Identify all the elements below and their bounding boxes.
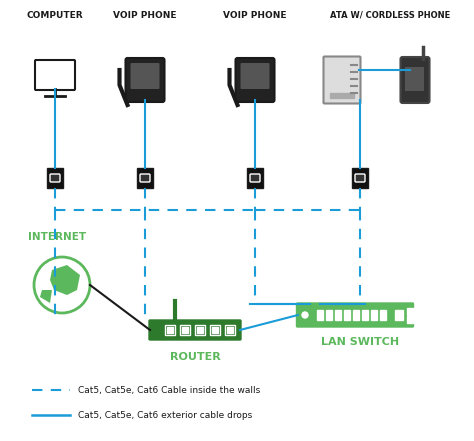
Bar xyxy=(182,327,188,333)
Bar xyxy=(344,310,350,320)
FancyBboxPatch shape xyxy=(401,57,429,103)
Bar xyxy=(335,310,341,320)
Bar xyxy=(317,310,323,320)
Bar xyxy=(395,310,403,320)
Bar xyxy=(167,327,173,333)
FancyBboxPatch shape xyxy=(240,63,270,89)
FancyBboxPatch shape xyxy=(297,303,413,327)
Text: ROUTER: ROUTER xyxy=(170,352,220,362)
FancyBboxPatch shape xyxy=(355,174,365,182)
Bar xyxy=(330,93,354,97)
FancyBboxPatch shape xyxy=(140,174,150,182)
Text: LAN SWITCH: LAN SWITCH xyxy=(321,337,399,347)
Polygon shape xyxy=(50,265,80,295)
FancyBboxPatch shape xyxy=(323,56,361,104)
Text: VOIP PHONE: VOIP PHONE xyxy=(223,11,287,20)
Text: ATA W/ CORDLESS PHONE: ATA W/ CORDLESS PHONE xyxy=(330,11,450,20)
Polygon shape xyxy=(40,290,52,303)
FancyBboxPatch shape xyxy=(210,325,220,335)
Bar xyxy=(197,327,203,333)
Text: VOIP PHONE: VOIP PHONE xyxy=(113,11,177,20)
Circle shape xyxy=(302,312,308,318)
FancyBboxPatch shape xyxy=(165,325,175,335)
FancyBboxPatch shape xyxy=(352,168,368,188)
Bar xyxy=(212,327,218,333)
Text: Cat5, Cat5e, Cat6 Cable inside the walls: Cat5, Cat5e, Cat6 Cable inside the walls xyxy=(78,386,260,396)
FancyBboxPatch shape xyxy=(236,58,274,102)
FancyBboxPatch shape xyxy=(225,325,235,335)
Bar xyxy=(362,310,368,320)
FancyBboxPatch shape xyxy=(50,174,60,182)
Bar xyxy=(371,310,377,320)
Text: Cat5, Cat5e, Cat6 exterior cable drops: Cat5, Cat5e, Cat6 exterior cable drops xyxy=(78,411,252,421)
Text: COMPUTER: COMPUTER xyxy=(27,11,83,20)
FancyBboxPatch shape xyxy=(47,168,63,188)
Bar xyxy=(407,308,419,315)
FancyBboxPatch shape xyxy=(195,325,205,335)
FancyBboxPatch shape xyxy=(126,58,164,102)
Bar xyxy=(227,327,233,333)
Text: INTERNET: INTERNET xyxy=(28,232,86,242)
FancyBboxPatch shape xyxy=(35,60,75,90)
Bar xyxy=(353,310,359,320)
FancyBboxPatch shape xyxy=(405,67,425,91)
FancyBboxPatch shape xyxy=(250,174,260,182)
Bar xyxy=(380,310,386,320)
Bar xyxy=(326,310,332,320)
FancyBboxPatch shape xyxy=(130,63,159,89)
FancyBboxPatch shape xyxy=(149,320,241,340)
FancyBboxPatch shape xyxy=(137,168,153,188)
Bar xyxy=(407,316,419,323)
FancyBboxPatch shape xyxy=(180,325,190,335)
FancyBboxPatch shape xyxy=(247,168,263,188)
Circle shape xyxy=(34,257,90,313)
